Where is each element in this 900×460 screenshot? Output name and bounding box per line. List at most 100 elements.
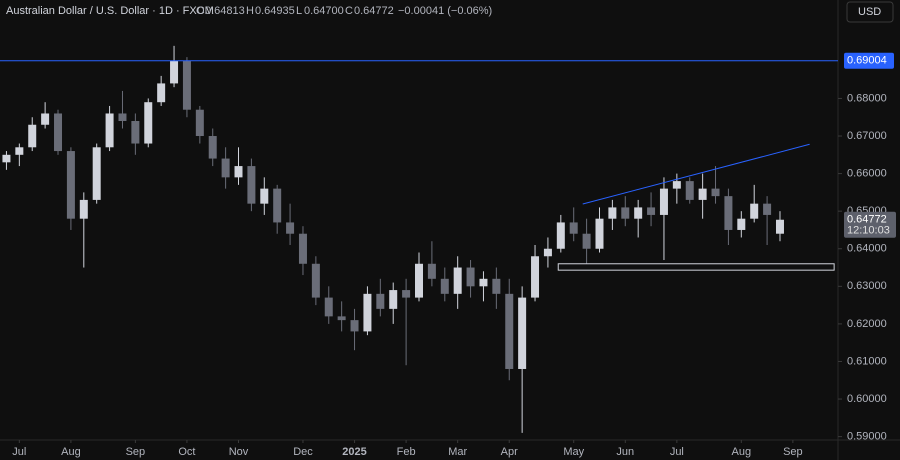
y-tick-label: 0.62000: [847, 318, 887, 330]
low-label: L: [296, 5, 302, 17]
candle-body: [415, 263, 423, 298]
candle-body: [775, 219, 784, 234]
x-tick-label: Jun: [616, 446, 634, 458]
candle-body: [427, 263, 436, 279]
candle-body: [479, 278, 488, 287]
x-tick-label: Oct: [178, 446, 195, 458]
last-price-box: [844, 211, 896, 238]
candle-body: [621, 207, 630, 219]
y-tick-label: 0.67000: [847, 130, 887, 142]
x-tick-label: Jul: [670, 446, 684, 458]
currency-button-box[interactable]: [846, 1, 894, 23]
trendline: [582, 143, 810, 205]
close-label: C: [345, 5, 353, 17]
candle-body: [492, 278, 501, 294]
candle-body: [531, 256, 540, 298]
low: 0.64700: [304, 5, 344, 17]
candle-body: [543, 248, 552, 257]
last-price-label: 0.64772: [847, 214, 887, 226]
candle-body: [311, 263, 320, 298]
candle-body: [144, 102, 153, 144]
candle-body: [28, 124, 37, 148]
high-label: H: [246, 5, 254, 17]
y-tick-label: 0.64000: [847, 243, 887, 255]
x-tick-label: Apr: [501, 446, 518, 458]
hline-label-box: [844, 52, 894, 69]
x-tick-label: Dec: [293, 446, 313, 458]
countdown: 12:10:03: [847, 225, 890, 237]
candle-body: [556, 222, 565, 249]
plot: [2, 45, 835, 433]
y-tick-label: 0.63000: [847, 280, 887, 292]
candle-body: [582, 233, 591, 249]
x-tick-label: Jul: [12, 446, 26, 458]
candle-body: [634, 207, 643, 219]
y-tick-label: 0.59000: [847, 431, 887, 443]
x-tick-label: Mar: [448, 446, 467, 458]
symbol: Australian Dollar / U.S. Dollar · 1D · F…: [6, 5, 214, 17]
high: 0.64935: [255, 5, 295, 17]
x-tick-label: Nov: [229, 446, 249, 458]
open: 0.64813: [205, 5, 245, 17]
candle-body: [685, 181, 694, 200]
candle-body: [2, 154, 11, 163]
candle-body: [105, 113, 114, 148]
x-tick-label: Sep: [783, 446, 803, 458]
candle-body: [453, 267, 462, 294]
candle-body: [273, 188, 282, 223]
candle-body: [92, 147, 101, 200]
candle-body: [569, 222, 578, 234]
candle-body: [595, 218, 604, 249]
candle-body: [41, 113, 50, 125]
candle-body: [376, 293, 385, 309]
candle-body: [208, 136, 217, 159]
y-tick-label: 0.66000: [847, 168, 887, 180]
candle-body: [750, 203, 759, 219]
close: 0.64772: [354, 5, 394, 17]
candle-body: [221, 158, 230, 178]
x-tick-label: 2025: [342, 446, 366, 458]
candle-body: [440, 278, 449, 294]
candle-body: [131, 120, 140, 144]
y-tick-label: 0.68000: [847, 92, 887, 104]
currency-button[interactable]: USD: [846, 1, 894, 23]
candle-body: [247, 166, 256, 204]
candle-body: [260, 188, 269, 204]
y-tick-label: 0.60000: [847, 393, 887, 405]
candle-body: [363, 293, 372, 332]
candle-body: [737, 218, 746, 230]
candle-body: [54, 113, 63, 152]
candle-body: [659, 188, 668, 215]
hline-label: 0.69004: [847, 55, 887, 67]
candle-body: [324, 297, 333, 317]
support-zone: [557, 263, 835, 271]
candle-body: [234, 166, 243, 178]
x-tick-label: May: [563, 446, 584, 458]
candle-body: [286, 222, 295, 234]
x-tick-label: Sep: [126, 446, 146, 458]
candle-body: [505, 293, 514, 369]
candle-body: [698, 188, 707, 200]
candle-body: [389, 290, 398, 309]
candle-body: [466, 267, 475, 287]
x-tick-label: Feb: [397, 446, 416, 458]
candle-body: [118, 113, 127, 121]
candle-body: [337, 316, 346, 321]
candle-body: [79, 199, 88, 219]
header: Australian Dollar / U.S. Dollar · 1D · F…: [6, 5, 492, 17]
currency[interactable]: USD: [858, 6, 881, 18]
candle-body: [195, 109, 204, 137]
candle-body: [15, 147, 24, 155]
candle-body: [711, 188, 720, 197]
candle-body: [350, 320, 359, 332]
candle-body: [763, 203, 772, 215]
candle-body: [402, 290, 411, 298]
candle-body: [170, 60, 179, 84]
candle-body: [518, 297, 527, 369]
candle-body: [724, 196, 733, 230]
candle-body: [298, 233, 307, 264]
x-tick-label: Aug: [732, 446, 752, 458]
candle-body: [608, 207, 617, 219]
